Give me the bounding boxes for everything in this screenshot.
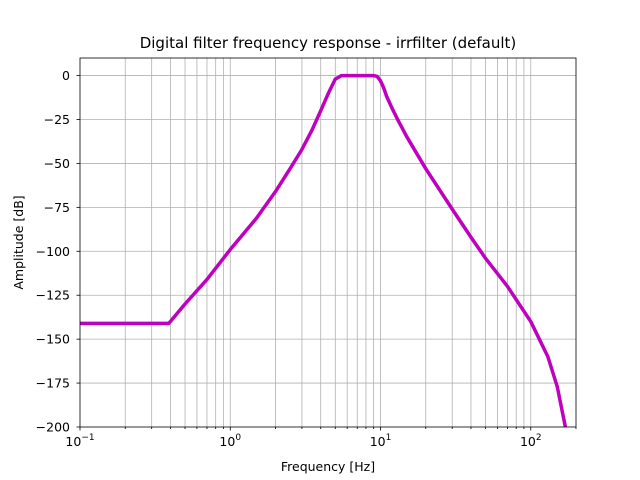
chart-title: Digital filter frequency response - irrf… <box>140 34 517 52</box>
x-tick-label: 102 <box>520 433 542 449</box>
x-tick-label: 100 <box>219 433 241 449</box>
axes-frame <box>79 57 577 428</box>
x-axis-title: Frequency [Hz] <box>281 459 375 474</box>
x-axis-ticks: 10−1 100 101 102 <box>65 427 577 449</box>
y-axis-title: Amplitude [dB] <box>11 195 26 289</box>
grid <box>80 58 576 427</box>
x-tick-label: 10−1 <box>65 433 94 449</box>
y-tick-label: −50 <box>44 156 70 171</box>
y-tick-label: −75 <box>44 200 70 215</box>
y-axis-ticks: 0 −25 −50 −75 −100 −125 −150 −175 −200 <box>36 68 80 435</box>
y-tick-label: −25 <box>44 112 70 127</box>
series-line-0 <box>80 73 568 427</box>
y-tick-label: −125 <box>36 288 70 303</box>
y-tick-label: −100 <box>36 244 70 259</box>
y-tick-label: −150 <box>36 332 70 347</box>
x-tick-label: 101 <box>370 433 392 449</box>
series-layer <box>80 73 568 427</box>
y-tick-label: −175 <box>36 376 70 391</box>
y-tick-label: −200 <box>36 420 70 435</box>
y-tick-label: 0 <box>62 68 70 83</box>
